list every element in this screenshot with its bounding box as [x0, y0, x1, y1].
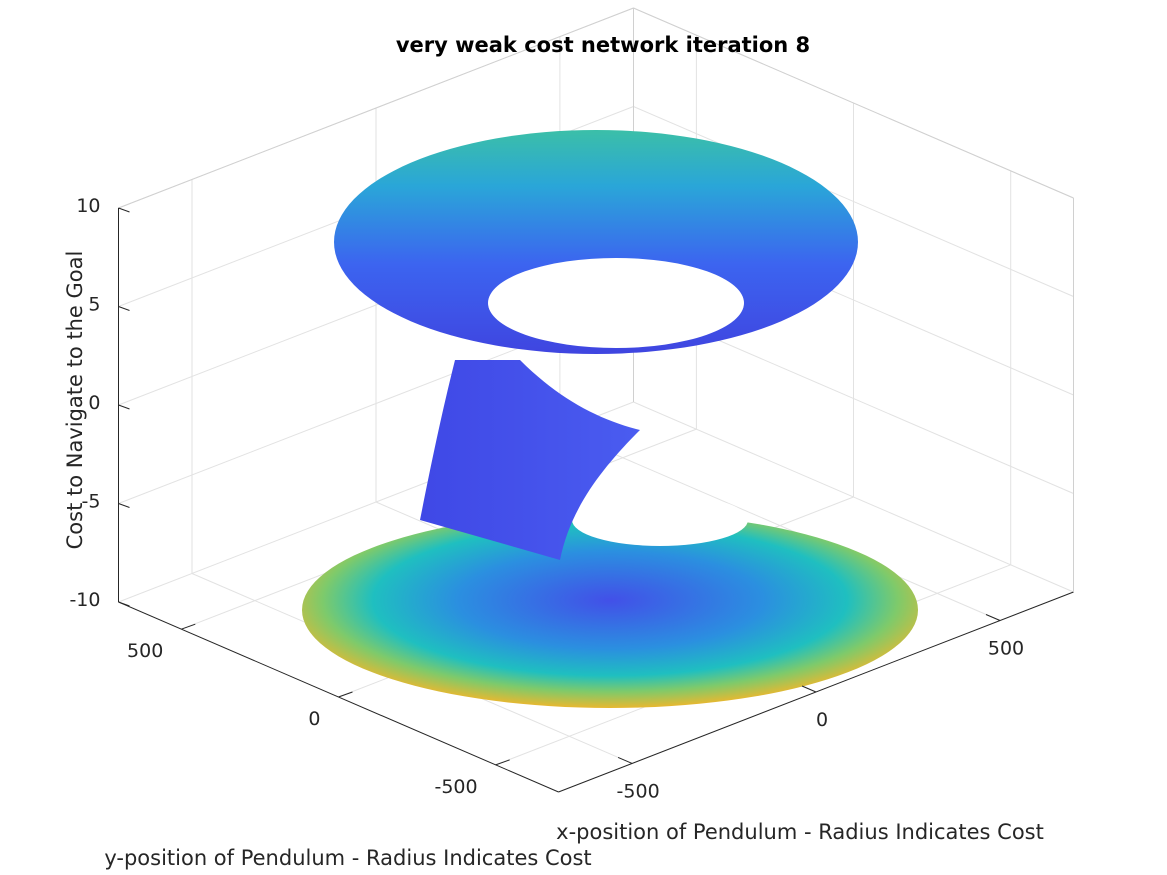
z-tick-label: 0 — [88, 392, 100, 414]
box-back-edge — [118, 7, 634, 209]
z-tick-mark — [118, 601, 130, 607]
z-tick-label: -10 — [69, 589, 100, 611]
box-back-edge — [633, 7, 1074, 199]
surface-neck — [420, 360, 640, 560]
z-tick-label: -5 — [82, 491, 101, 513]
z-tick-label: 10 — [76, 195, 100, 217]
x-axis-label: x-position of Pendulum - Radius Indicate… — [556, 820, 1044, 844]
x-tick-label: 0 — [816, 709, 828, 731]
surface-bottom-disc — [302, 512, 918, 708]
z-tick-mark — [118, 404, 130, 410]
surface-bottom-hole — [572, 494, 748, 546]
y-tick-mark — [495, 759, 510, 766]
x-tick-mark — [617, 756, 633, 764]
z-axis-label: Cost to Navigate to the Goal — [63, 251, 87, 550]
y-tick-label: -500 — [434, 776, 477, 798]
chart-title: very weak cost network iteration 8 — [396, 33, 810, 57]
y-axis-label: y-position of Pendulum - Radius Indicate… — [104, 846, 591, 870]
z-tick-mark — [118, 306, 130, 311]
x-tick-mark — [801, 685, 817, 693]
y-tick-mark — [181, 623, 196, 630]
cost-surface — [302, 130, 918, 708]
x-tick-label: 500 — [988, 638, 1024, 660]
y-tick-label: 500 — [127, 640, 163, 662]
z-tick-mark — [118, 207, 130, 213]
axis-ticks: -500 0 500 -500 0 500 -10 -5 0 5 10 — [69, 195, 1024, 802]
z-tick-label: 5 — [88, 294, 100, 316]
y-tick-mark — [338, 691, 353, 698]
z-tick-mark — [118, 503, 130, 508]
x-tick-label: -500 — [617, 780, 660, 802]
surface-top-hole — [488, 258, 744, 348]
x-tick-mark — [985, 614, 1001, 621]
y-tick-label: 0 — [308, 708, 320, 730]
